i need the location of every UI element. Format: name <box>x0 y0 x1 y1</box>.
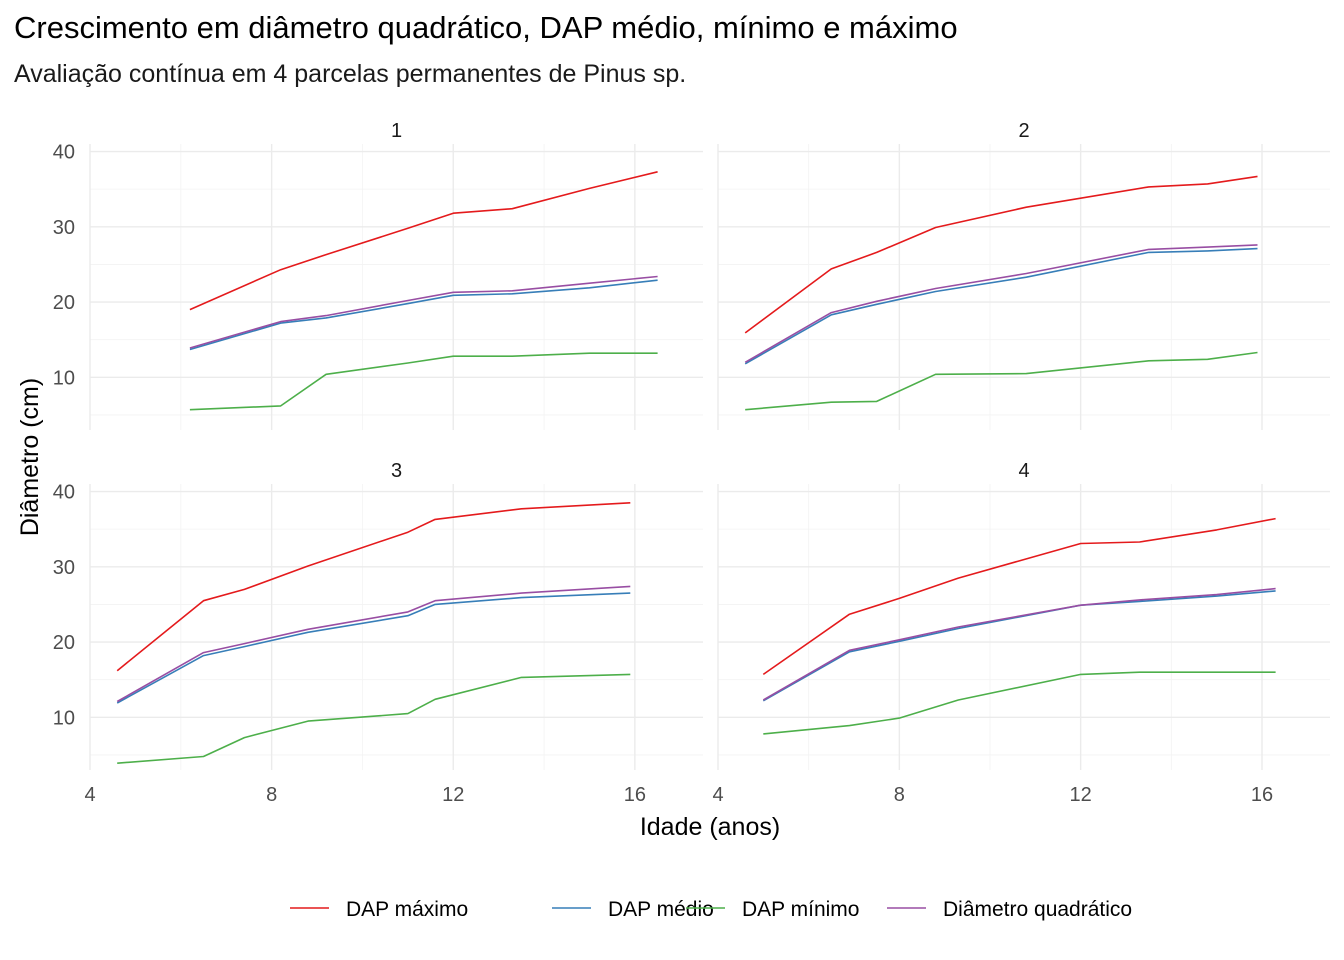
y-tick-label: 40 <box>53 482 75 504</box>
series-line-dap-medio-facet-1 <box>189 279 658 351</box>
y-tick-label: 10 <box>53 367 75 389</box>
series-line-dap-maximo-facet-1 <box>189 171 658 311</box>
y-tick-label: 20 <box>53 292 75 314</box>
x-tick-label: 16 <box>624 784 646 806</box>
y-axis-title: Diâmetro (cm) <box>16 378 44 536</box>
series-line-dap-maximo-facet-3 <box>116 502 631 672</box>
y-tick-label: 20 <box>53 632 75 654</box>
series-line-diametro-quadratico-facet-4 <box>762 587 1276 701</box>
x-tick-label: 16 <box>1251 784 1273 806</box>
series-line-dap-medio-facet-3 <box>116 592 631 704</box>
legend-label-dap-medio: DAP médio <box>608 898 714 921</box>
series-line-dap-minimo-facet-3 <box>117 673 631 764</box>
x-axis-title: Idade (anos) <box>640 813 780 841</box>
legend-label-dap-maximo: DAP máximo <box>346 898 468 921</box>
facet-strip-label-3: 3 <box>391 460 402 482</box>
facet-strip-label-4: 4 <box>1018 460 1029 482</box>
series-line-diametro-quadratico-facet-1 <box>189 275 658 349</box>
legend-label-dap-minimo: DAP mínimo <box>742 898 859 921</box>
x-tick-label: 4 <box>712 784 723 806</box>
y-tick-label: 40 <box>53 142 75 164</box>
series-line-dap-minimo-facet-4 <box>763 671 1276 735</box>
x-tick-label: 4 <box>84 784 95 806</box>
facet-strip-label-1: 1 <box>391 120 402 142</box>
chart-subtitle: Avaliação contínua em 4 parcelas permane… <box>14 60 687 88</box>
y-tick-label: 10 <box>53 707 75 729</box>
y-tick-label: 30 <box>53 557 75 579</box>
series-line-diametro-quadratico-facet-2 <box>744 244 1258 363</box>
series-line-dap-maximo-facet-2 <box>744 175 1258 334</box>
series-line-diametro-quadratico-facet-3 <box>116 585 631 703</box>
series-line-dap-maximo-facet-4 <box>762 517 1276 676</box>
series-line-dap-minimo-facet-2 <box>745 351 1258 411</box>
series-line-dap-medio-facet-4 <box>762 590 1276 702</box>
x-tick-label: 8 <box>894 784 905 806</box>
series-line-dap-medio-facet-2 <box>744 247 1258 365</box>
chart-title: Crescimento em diâmetro quadrático, DAP … <box>14 10 958 45</box>
x-tick-label: 8 <box>266 784 277 806</box>
y-tick-label: 30 <box>53 217 75 239</box>
x-tick-label: 12 <box>1070 784 1092 806</box>
legend-label-diametro-quadratico: Diâmetro quadrático <box>943 898 1132 921</box>
facet-strip-label-2: 2 <box>1018 120 1029 142</box>
x-tick-label: 12 <box>442 784 464 806</box>
series-line-dap-minimo-facet-1 <box>189 352 658 411</box>
